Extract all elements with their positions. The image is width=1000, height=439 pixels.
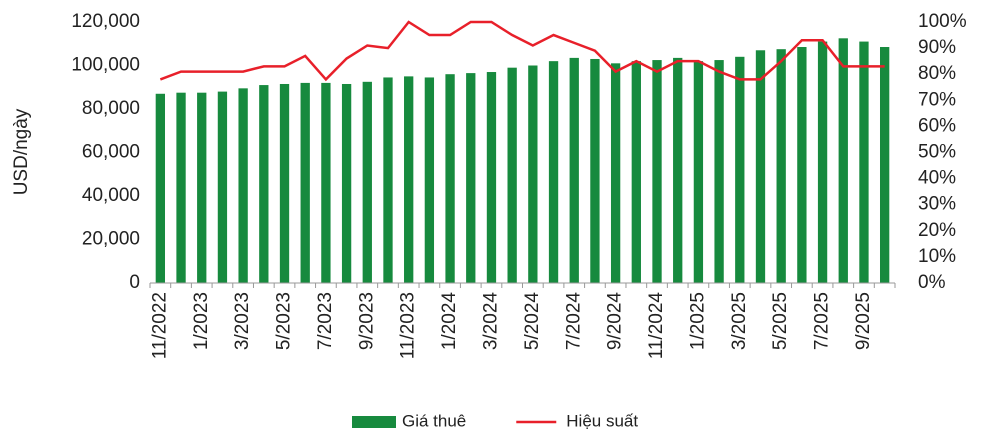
bar (735, 56, 745, 283)
bar (817, 41, 828, 284)
bar (259, 85, 269, 283)
x-tick-label: 7/2024 (563, 292, 584, 351)
bar (548, 61, 559, 284)
bar (341, 83, 352, 283)
x-tick-label: 5/2023 (274, 292, 295, 350)
bar (197, 92, 207, 283)
y-tick-label: 0 (129, 272, 140, 293)
legend-label: Giá thuê (402, 411, 466, 430)
y-tick-label: 40,000 (82, 185, 140, 206)
y2-tick-label: 0% (918, 272, 946, 293)
bar (797, 47, 807, 284)
x-tick-label: 9/2024 (605, 292, 626, 351)
bar (466, 73, 476, 283)
bar (714, 60, 724, 283)
y2-tick-label: 60% (918, 115, 956, 136)
bar (176, 92, 186, 283)
x-tick-label: 11/2022 (149, 292, 170, 359)
y2-tick-label: 50% (918, 142, 956, 163)
bar (528, 65, 538, 283)
bar (859, 41, 869, 284)
y-tick-label: 100,000 (71, 55, 140, 76)
x-tick-label: 3/2023 (232, 292, 253, 350)
y2-tick-label: 70% (918, 89, 956, 110)
bar (507, 67, 517, 283)
bar (362, 81, 372, 283)
bar (238, 88, 248, 284)
bar (279, 83, 290, 283)
bar (155, 93, 166, 284)
bar (424, 77, 435, 284)
bar (838, 38, 848, 283)
bar (321, 82, 331, 284)
x-tick-label: 3/2025 (729, 292, 750, 350)
bar (486, 72, 497, 284)
legend-swatch (352, 416, 396, 428)
bar (590, 58, 600, 283)
x-tick-label: 11/2024 (646, 292, 667, 360)
y-tick-label: 60,000 (82, 142, 140, 163)
bar (610, 63, 621, 284)
x-tick-label: 5/2025 (770, 292, 791, 350)
y2-tick-label: 20% (918, 220, 956, 241)
bar (693, 61, 704, 284)
x-tick-label: 9/2025 (853, 292, 874, 350)
bar (776, 49, 786, 283)
y2-tick-label: 10% (918, 246, 956, 267)
y2-tick-label: 90% (918, 37, 956, 58)
x-tick-label: 3/2024 (480, 292, 501, 351)
x-tick-label: 7/2023 (315, 292, 336, 350)
bar (673, 57, 683, 284)
bar (217, 91, 228, 283)
x-tick-label: 5/2024 (522, 292, 543, 351)
bar (383, 77, 393, 284)
bar (300, 82, 310, 284)
y2-tick-label: 30% (918, 194, 956, 215)
line (159, 20, 885, 82)
y-tick-label: 20,000 (82, 229, 140, 250)
bar (879, 47, 890, 284)
bar (445, 74, 455, 283)
y2-tick-label: 100% (918, 11, 967, 32)
bar (569, 57, 579, 284)
x-tick-label: 7/2025 (812, 292, 833, 350)
y2-tick-label: 80% (918, 63, 956, 84)
bar (652, 60, 662, 283)
x-tick-label: 1/2024 (439, 292, 460, 351)
legend-label: Hiệu suất (566, 411, 638, 430)
y-tick-label: 120,000 (71, 11, 140, 32)
bar (631, 61, 641, 284)
y-axis-label: USD/ngày (11, 108, 32, 195)
bar (755, 50, 766, 284)
y-tick-label: 80,000 (82, 98, 140, 119)
x-tick-label: 1/2025 (687, 292, 708, 350)
x-tick-label: 1/2023 (191, 292, 212, 350)
x-tick-label: 9/2023 (356, 292, 377, 350)
y2-tick-label: 40% (918, 168, 956, 189)
x-tick-label: 11/2023 (398, 292, 419, 359)
bar (404, 76, 414, 283)
